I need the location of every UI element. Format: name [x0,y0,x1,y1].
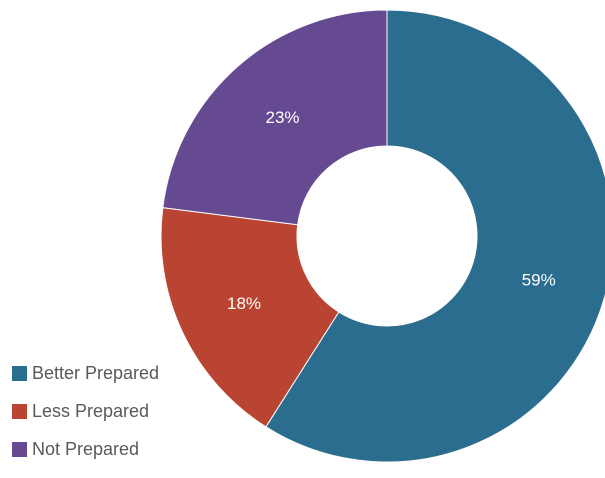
data-label-not-prepared: 23% [265,108,299,127]
legend-item-not-prepared: Not Prepared [12,439,159,459]
legend-label: Not Prepared [32,439,140,459]
data-label-better-prepared: 59% [522,271,556,290]
donut-data-labels: 59% 18% 23% [227,108,556,313]
slice-not-prepared [162,9,388,226]
legend-label: Less Prepared [32,401,150,421]
legend: Better Prepared Less Prepared Not Prepared [12,363,160,478]
donut-slices [160,9,605,463]
data-label-less-prepared: 18% [227,294,261,313]
legend-swatch [12,366,27,381]
legend-label: Better Prepared [32,363,160,383]
slice-less-prepared [160,207,340,428]
legend-swatch [12,404,27,419]
legend-item-less-prepared: Less Prepared [12,401,159,421]
donut-chart: 59% 18% 23% [160,9,605,463]
slice-better-prepared [265,9,605,463]
legend-swatch [12,442,27,457]
legend-item-better-prepared: Better Prepared [12,363,160,383]
